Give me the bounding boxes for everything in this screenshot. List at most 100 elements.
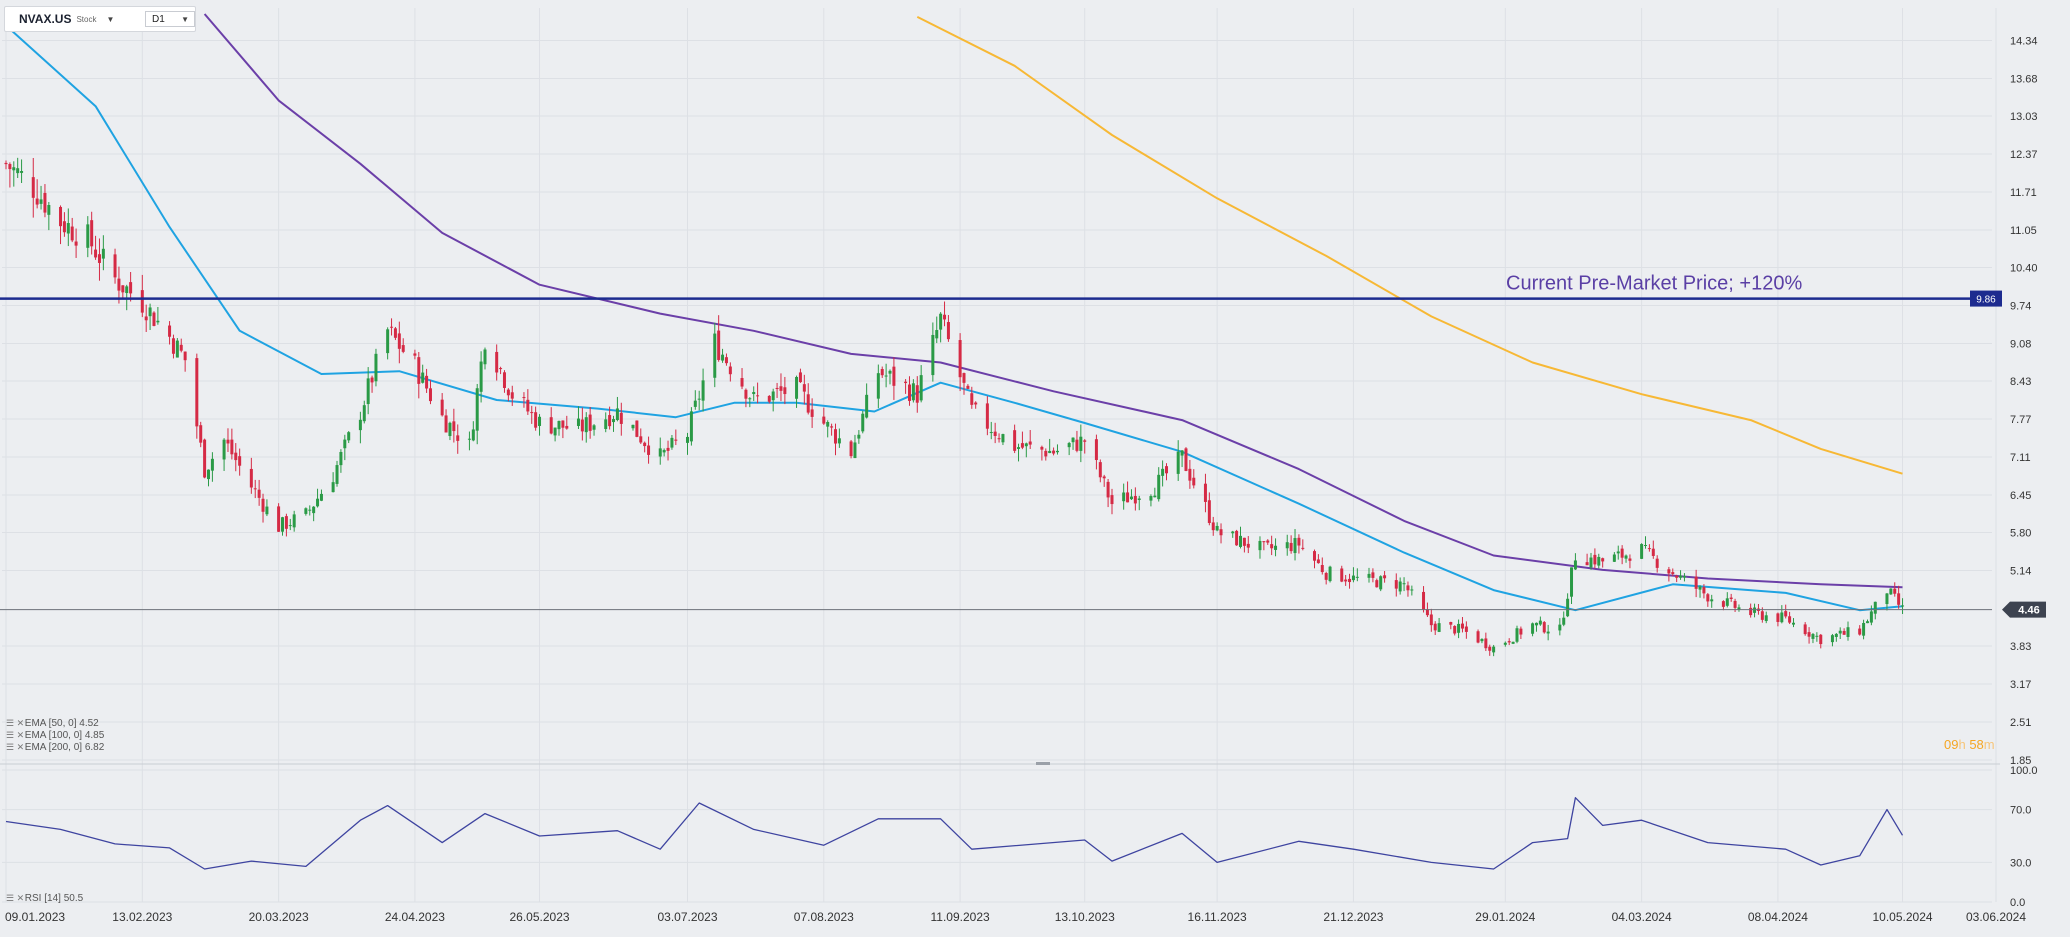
candle-down[interactable]: [1484, 632, 1488, 652]
candle-down[interactable]: [993, 422, 997, 444]
candle-down[interactable]: [1749, 603, 1753, 618]
candle-up[interactable]: [939, 312, 943, 343]
candle-down[interactable]: [1192, 469, 1196, 489]
candle-up[interactable]: [1293, 529, 1297, 561]
candle-down[interactable]: [428, 380, 432, 405]
candle-down[interactable]: [74, 228, 78, 258]
candle-down[interactable]: [1270, 535, 1274, 556]
candle-up[interactable]: [1024, 442, 1028, 458]
candle-down[interactable]: [171, 334, 175, 359]
candle-down[interactable]: [43, 184, 47, 218]
candle-up[interactable]: [631, 424, 635, 431]
rsi-line[interactable]: [5, 797, 1904, 870]
candle-up[interactable]: [1161, 460, 1165, 487]
candle-down[interactable]: [1020, 431, 1024, 450]
ema50-line[interactable]: [5, 24, 1903, 612]
candle-up[interactable]: [101, 235, 105, 271]
candle-up[interactable]: [1515, 625, 1519, 644]
candle-up[interactable]: [471, 421, 475, 442]
candle-up[interactable]: [304, 507, 308, 516]
candle-down[interactable]: [1702, 584, 1706, 599]
candle-down[interactable]: [822, 407, 826, 425]
candle-up[interactable]: [1122, 483, 1126, 510]
candle-up[interactable]: [1437, 617, 1441, 633]
candle-up[interactable]: [1616, 545, 1620, 560]
candle-up[interactable]: [1838, 627, 1842, 640]
candle-up[interactable]: [1511, 641, 1515, 645]
candle-down[interactable]: [249, 457, 253, 494]
candle-down[interactable]: [1628, 554, 1632, 569]
candle-down[interactable]: [1344, 574, 1348, 586]
candle-down[interactable]: [70, 217, 74, 243]
candle-up[interactable]: [604, 412, 608, 433]
candle-up[interactable]: [1055, 444, 1059, 455]
candle-down[interactable]: [1348, 573, 1352, 589]
candle-down[interactable]: [830, 423, 834, 436]
candle-down[interactable]: [234, 443, 238, 472]
candle-down[interactable]: [1371, 568, 1375, 583]
candle-up[interactable]: [931, 322, 935, 382]
candle-up[interactable]: [1157, 467, 1161, 502]
candle-up[interactable]: [1780, 605, 1784, 624]
candle-down[interactable]: [666, 440, 670, 461]
settings-icon[interactable]: ☰ ✕: [6, 742, 25, 752]
candle-down[interactable]: [1601, 557, 1605, 568]
candle-down[interactable]: [974, 401, 978, 409]
candle-down[interactable]: [1040, 445, 1044, 461]
candle-down[interactable]: [1375, 578, 1379, 588]
candle-down[interactable]: [1784, 604, 1788, 619]
candle-up[interactable]: [1149, 494, 1153, 507]
candle-down[interactable]: [943, 301, 947, 327]
candle-up[interactable]: [175, 338, 179, 358]
candle-up[interactable]: [66, 208, 70, 247]
candle-up[interactable]: [1457, 619, 1461, 639]
candle-down[interactable]: [783, 376, 787, 405]
candle-up[interactable]: [911, 379, 915, 403]
candle-up[interactable]: [748, 397, 752, 408]
candle-down[interactable]: [1694, 569, 1698, 598]
candle-up[interactable]: [584, 412, 588, 443]
candle-up[interactable]: [612, 415, 616, 432]
candle-down[interactable]: [1028, 430, 1032, 449]
candle-down[interactable]: [892, 357, 896, 400]
candle-up[interactable]: [1901, 598, 1905, 615]
candle-down[interactable]: [775, 382, 779, 398]
candle-down[interactable]: [588, 406, 592, 439]
candle-down[interactable]: [779, 373, 783, 402]
ema200-legend[interactable]: ☰ ✕ EMA [200, 0] 6.82: [6, 742, 104, 753]
candle-up[interactable]: [1753, 603, 1757, 618]
candle-up[interactable]: [467, 431, 471, 451]
candle-up[interactable]: [421, 364, 425, 384]
candle-down[interactable]: [849, 439, 853, 459]
candle-down[interactable]: [1655, 555, 1659, 573]
candle-down[interactable]: [1188, 459, 1192, 489]
candle-down[interactable]: [31, 157, 35, 218]
candle-down[interactable]: [390, 318, 394, 336]
candle-down[interactable]: [635, 420, 639, 438]
candle-up[interactable]: [1815, 632, 1819, 642]
candle-up[interactable]: [1834, 633, 1838, 642]
candle-down[interactable]: [1289, 535, 1293, 554]
premarket-annotation[interactable]: Current Pre-Market Price; +120%: [1506, 273, 1802, 295]
candle-down[interactable]: [1449, 621, 1453, 630]
candle-up[interactable]: [935, 316, 939, 344]
candle-down[interactable]: [1842, 628, 1846, 635]
candle-up[interactable]: [1048, 438, 1052, 454]
candle-down[interactable]: [1651, 540, 1655, 559]
candle-up[interactable]: [721, 348, 725, 363]
candle-up[interactable]: [1492, 644, 1496, 657]
candle-down[interactable]: [238, 448, 242, 476]
pane-resize-handle[interactable]: [1036, 762, 1050, 765]
candle-up[interactable]: [1176, 440, 1180, 481]
candle-up[interactable]: [339, 449, 343, 473]
candle-up[interactable]: [483, 347, 487, 370]
candle-down[interactable]: [806, 383, 810, 415]
candle-up[interactable]: [288, 518, 292, 531]
candle-down[interactable]: [1706, 592, 1710, 607]
candle-up[interactable]: [1889, 588, 1893, 595]
candle-down[interactable]: [1593, 548, 1597, 569]
candle-down[interactable]: [506, 388, 510, 402]
candle-up[interactable]: [1531, 622, 1535, 637]
candle-down[interactable]: [284, 513, 288, 537]
candle-up[interactable]: [1679, 570, 1683, 580]
